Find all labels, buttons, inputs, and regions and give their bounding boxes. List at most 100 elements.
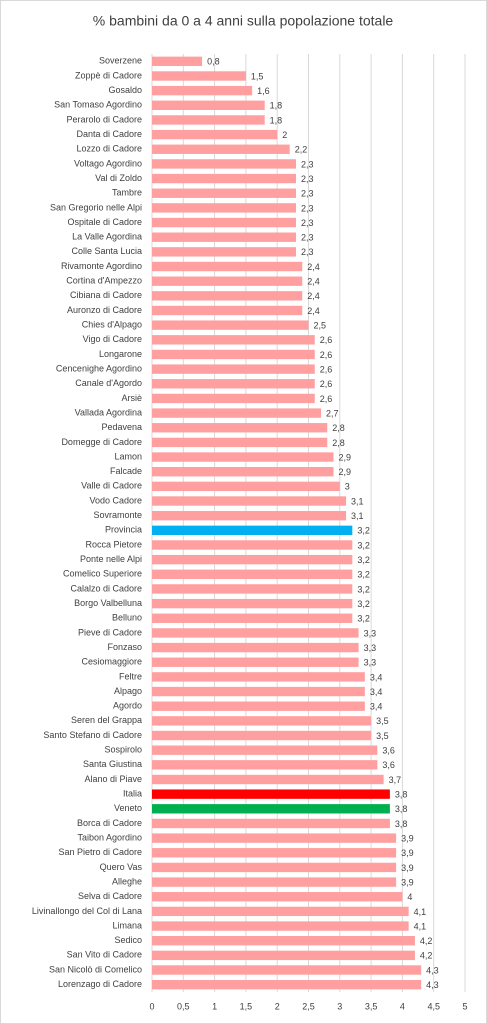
bar xyxy=(152,540,353,550)
bar xyxy=(152,686,365,697)
bar xyxy=(152,496,347,506)
value-label: 3,4 xyxy=(370,687,383,697)
y-tick-label: Sovramonte xyxy=(93,510,142,520)
chart-title: % bambini da 0 a 4 anni sulla popolazion… xyxy=(93,13,394,29)
y-tick-label: Santa Giustina xyxy=(83,759,142,769)
y-tick-label: Vodo Cadore xyxy=(89,495,142,505)
bar xyxy=(152,848,397,858)
bar xyxy=(152,115,265,125)
y-tick-label: Seren del Grappa xyxy=(71,715,142,725)
bar xyxy=(152,760,378,770)
value-label: 4,2 xyxy=(420,936,433,946)
y-tick-label: Pedavena xyxy=(101,422,142,432)
value-label: 4,1 xyxy=(414,921,427,931)
value-label: 2,4 xyxy=(307,262,320,272)
y-tick-label: San Tomaso Agordino xyxy=(54,100,142,110)
y-tick-label: Selva di Cadore xyxy=(78,891,142,901)
y-tick-label: Vigo di Cadore xyxy=(83,334,142,344)
value-label: 3,2 xyxy=(357,526,370,536)
value-label: 3,5 xyxy=(376,716,389,726)
value-label: 1,6 xyxy=(257,86,270,96)
value-label: 2,5 xyxy=(314,321,327,331)
x-tick-label: 1,5 xyxy=(240,1001,253,1011)
value-label: 3,2 xyxy=(357,555,370,565)
bar xyxy=(152,232,296,242)
value-label: 2,3 xyxy=(301,233,314,243)
y-tick-label: Cesiomaggiore xyxy=(81,657,142,667)
y-tick-label: San Gregorio nelle Alpi xyxy=(50,202,142,212)
bar xyxy=(152,584,353,594)
value-label: 3,2 xyxy=(357,540,370,550)
value-label: 3 xyxy=(345,482,350,492)
value-label: 3,5 xyxy=(376,731,389,741)
bar xyxy=(152,833,397,843)
y-tick-label: Danta di Cadore xyxy=(76,129,142,139)
bar xyxy=(152,305,303,316)
value-label: 3,4 xyxy=(370,702,383,712)
bar xyxy=(152,203,296,213)
bar xyxy=(152,642,359,653)
y-tick-label: Perarolo di Cadore xyxy=(66,114,142,124)
y-tick-label: Belluno xyxy=(112,613,142,623)
y-tick-label: Longarone xyxy=(99,349,142,359)
y-tick-label: Soverzene xyxy=(99,56,142,66)
value-label: 3,2 xyxy=(357,599,370,609)
bar xyxy=(152,862,397,873)
value-label: 2,3 xyxy=(301,218,314,228)
y-tick-label: Sedico xyxy=(114,935,142,945)
bar xyxy=(152,979,422,990)
value-label: 3,6 xyxy=(382,746,395,756)
value-label: 3,3 xyxy=(364,643,377,653)
value-label: 2,6 xyxy=(320,364,333,374)
bar xyxy=(152,335,315,345)
bar xyxy=(152,613,353,623)
y-tick-label: Cencenighe Agordino xyxy=(56,363,142,373)
bar xyxy=(152,672,365,682)
y-tick-label: Lorenzago di Cadore xyxy=(58,979,142,989)
x-tick-label: 2 xyxy=(275,1001,280,1011)
y-tick-label: Lozzo di Cadore xyxy=(76,144,142,154)
y-tick-label: Auronzo di Cadore xyxy=(67,305,142,315)
y-tick-label: Comelico Superiore xyxy=(63,569,142,579)
bar xyxy=(152,701,365,711)
bar xyxy=(152,364,315,374)
bar xyxy=(152,716,372,726)
value-label: 3,2 xyxy=(357,584,370,594)
bar xyxy=(152,950,415,961)
bar xyxy=(152,730,372,741)
value-label: 3,7 xyxy=(389,775,402,785)
value-label: 3,6 xyxy=(382,760,395,770)
value-label: 2,9 xyxy=(339,452,352,462)
bar xyxy=(152,467,334,477)
y-tick-label: Calalzo di Cadore xyxy=(70,583,142,593)
bar xyxy=(152,745,378,755)
value-label: 3,9 xyxy=(401,833,414,843)
y-tick-label: Gosaldo xyxy=(108,85,142,95)
bar xyxy=(152,100,265,110)
y-tick-label: Borgo Valbelluna xyxy=(74,598,142,608)
bar xyxy=(152,291,303,301)
bar xyxy=(152,173,296,184)
value-label: 2,2 xyxy=(295,145,308,155)
y-tick-label: Ponte nelle Alpi xyxy=(80,554,142,564)
bar xyxy=(152,628,359,638)
value-label: 3,2 xyxy=(357,570,370,580)
bar xyxy=(152,159,296,169)
value-label: 3,3 xyxy=(364,628,377,638)
y-tick-label: Limana xyxy=(112,920,142,930)
bar xyxy=(152,379,315,389)
y-tick-label: Borca di Cadore xyxy=(77,818,142,828)
y-tick-label: Agordo xyxy=(113,701,142,711)
y-tick-label: Lamon xyxy=(114,451,142,461)
value-label: 3,9 xyxy=(401,863,414,873)
bar xyxy=(152,525,353,536)
bar xyxy=(152,774,384,785)
y-tick-label: San Nicolò di Comelico xyxy=(49,964,142,974)
value-label: 3,2 xyxy=(357,614,370,624)
bar xyxy=(152,921,409,931)
y-tick-label: Rivamonte Agordino xyxy=(61,261,142,271)
bar xyxy=(152,144,290,154)
value-label: 2,6 xyxy=(320,350,333,360)
y-tick-label: Veneto xyxy=(114,803,142,813)
